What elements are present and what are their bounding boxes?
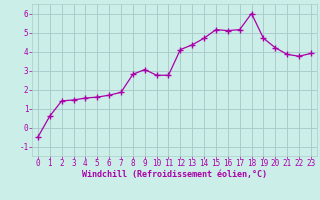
X-axis label: Windchill (Refroidissement éolien,°C): Windchill (Refroidissement éolien,°C) [82,170,267,179]
